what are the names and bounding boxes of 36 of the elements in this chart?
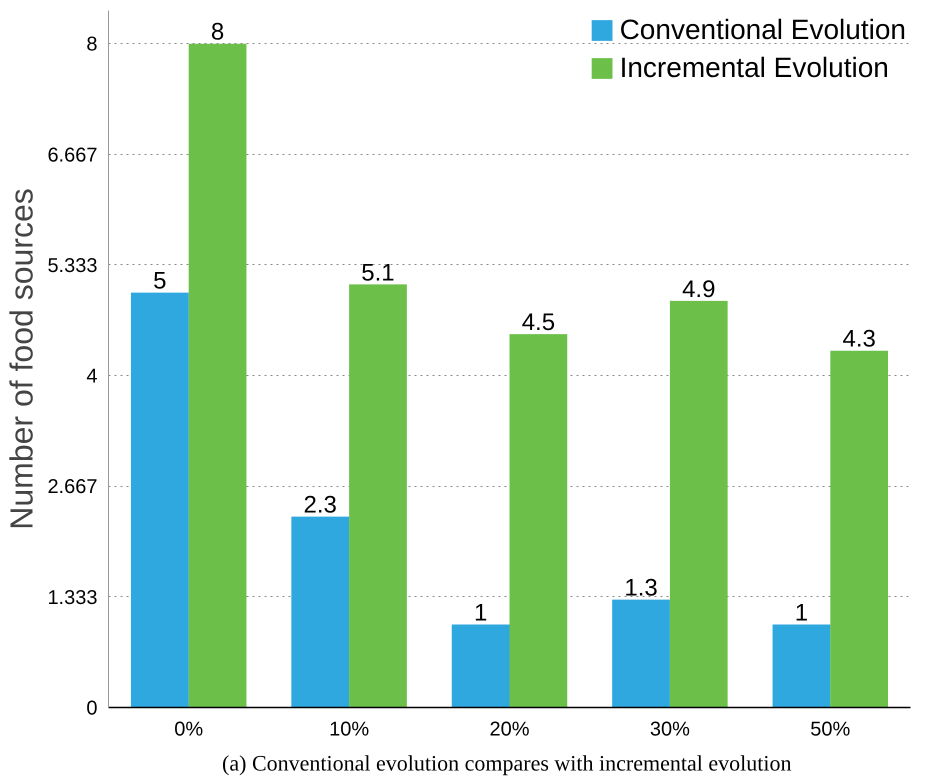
y-axis-title: Number of food sources [3, 188, 40, 530]
y-tick-label: 1.333 [47, 586, 98, 609]
y-tick-label: 0 [86, 698, 98, 720]
bar [612, 600, 670, 708]
legend-label: Incremental Evolution [620, 52, 889, 84]
text: (a) Conventional evolution compares with incremental evolution [222, 750, 792, 776]
bar [452, 624, 510, 708]
data-label: 4.3 [842, 326, 876, 353]
data-label: 2.3 [304, 492, 337, 519]
legend-label: Conventional Evolution [620, 14, 906, 46]
y-tick-label: 2.667 [47, 476, 98, 498]
bar [188, 44, 246, 708]
x-tick-label: 50% [810, 718, 851, 740]
x-tick-label: 30% [650, 718, 690, 740]
data-label: 4.9 [682, 276, 716, 303]
bar [349, 284, 407, 708]
y-tick-label: 4 [86, 366, 98, 388]
bar [130, 292, 189, 708]
data-label: 5 [153, 268, 167, 295]
bar [291, 516, 350, 708]
bar [670, 300, 728, 708]
data-label: 4.5 [522, 309, 556, 336]
data-label: 8 [210, 18, 224, 46]
data-label: 1 [474, 600, 488, 627]
x-tick-label: 10% [329, 718, 370, 740]
x-tick-label: 0% [174, 718, 204, 740]
data-label: 1.3 [624, 574, 658, 602]
bar [830, 350, 888, 708]
bar [510, 334, 568, 708]
data-label: 1 [794, 600, 808, 627]
bar [772, 624, 830, 708]
y-tick-label: 8 [86, 34, 98, 56]
y-tick-label: 6.667 [47, 144, 98, 166]
y-tick-label: 5.333 [47, 254, 98, 277]
x-tick-label: 20% [489, 718, 530, 740]
data-label: 5.1 [361, 259, 395, 286]
